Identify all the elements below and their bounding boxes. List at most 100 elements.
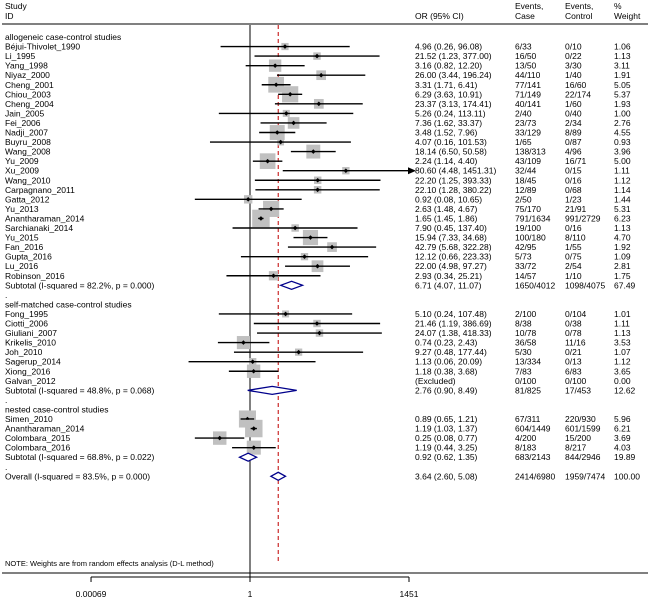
events-control-value: 0/16: [565, 223, 582, 233]
or-ci-label: (Excluded): [415, 376, 456, 386]
or-ci-label: 3.31 (1.71, 6.41): [415, 80, 478, 90]
events-control-value: 0/16: [565, 175, 582, 185]
spacer-dot: .: [5, 395, 7, 405]
events-case-value: 8/38: [515, 319, 532, 329]
study-label: Fong_1995: [5, 309, 48, 319]
point-estimate: [258, 216, 264, 221]
weight-value: 3.69: [614, 433, 631, 443]
weight-value: 1.11: [614, 166, 630, 176]
events-case-value: 43/109: [515, 156, 541, 166]
or-ci-label: 0.89 (0.65, 1.21): [415, 414, 478, 424]
or-ci-label: 1.19 (0.44, 3.25): [415, 443, 478, 453]
point-estimate: [251, 368, 256, 374]
study-label: Ciotti_2006: [5, 319, 48, 329]
or-ci-label: 7.36 (1.62, 33.37): [415, 118, 482, 128]
weight-value: 1.93: [614, 99, 631, 109]
events-case-value: 33/129: [515, 128, 541, 138]
events-control-value: 1/60: [565, 99, 582, 109]
events-control-value: 8/110: [565, 233, 586, 243]
or-ci-label: 23.37 (3.13, 174.41): [415, 99, 492, 109]
weight-value: 0.93: [614, 137, 631, 147]
events-case-value: 8/183: [515, 443, 537, 453]
events-control-value: 2/54: [565, 261, 582, 271]
study-label: Wang_2008: [5, 147, 51, 157]
header-weight-line2: Weight: [614, 11, 641, 21]
weight-value: 5.31: [614, 204, 631, 214]
point-estimate: [271, 273, 276, 279]
events-control-value: 1098/4075: [565, 280, 605, 290]
events-control-value: 0/22: [565, 51, 582, 61]
events-case-value: 23/73: [515, 118, 537, 128]
events-control-value: 0/68: [565, 185, 582, 195]
weight-value: 19.89: [614, 452, 636, 462]
weight-value: 1.44: [614, 194, 631, 204]
forest-rows: allogeneic case-control studiesBéjui-Thi…: [5, 32, 640, 481]
events-case-value: 13/50: [515, 61, 537, 71]
point-estimate: [245, 197, 251, 202]
point-estimate: [314, 321, 320, 326]
subtotal-label: Subtotal (I-squared = 82.2%, p = 0.000): [5, 280, 154, 290]
table-header: Study ID OR (95% CI) Events, Case Events…: [5, 1, 641, 21]
x-axis-tick-label: 1: [248, 589, 253, 599]
point-estimate: [318, 72, 324, 78]
or-ci-label: 3.48 (1.52, 7.96): [415, 128, 478, 138]
header-events-control-line1: Events,: [565, 1, 593, 11]
or-ci-label: 4.96 (0.26, 96.08): [415, 42, 482, 52]
events-control-value: 17/453: [565, 385, 591, 395]
point-estimate: [291, 120, 296, 126]
point-estimate: [315, 177, 321, 183]
weight-value: 1.12: [614, 357, 631, 367]
study-label: Giuliani_2007: [5, 328, 57, 338]
x-axis-tick-label: 1451: [400, 589, 419, 599]
group-label: allogeneic case-control studies: [5, 32, 121, 42]
events-case-value: 604/1449: [515, 424, 551, 434]
or-ci-label: 24.07 (1.38, 418.33): [415, 328, 492, 338]
subtotal-diamond: [238, 452, 259, 462]
study-label: Chiou_2003: [5, 89, 51, 99]
events-control-value: 601/1599: [565, 424, 601, 434]
x-axis-ticks: 0.00069 1 1451: [76, 577, 419, 599]
study-label: Niyaz_2000: [5, 70, 50, 80]
events-case-value: 12/89: [515, 185, 537, 195]
point-estimate: [343, 168, 349, 173]
events-case-value: 81/825: [515, 385, 541, 395]
events-case-value: 2/100: [515, 309, 537, 319]
spacer-dot: .: [5, 462, 7, 472]
subtotal-label: Subtotal (I-squared = 48.8%, p = 0.068): [5, 385, 154, 395]
or-ci-label: 12.12 (0.66, 223.33): [415, 252, 492, 262]
study-label: Anantharaman_2014: [5, 424, 85, 434]
events-control-value: 0/21: [565, 347, 582, 357]
events-case-value: 44/110: [515, 70, 541, 80]
events-control-value: 3/30: [565, 61, 582, 71]
or-ci-label: 0.25 (0.08, 0.77): [415, 433, 478, 443]
point-estimate: [315, 187, 320, 193]
weight-value: 1.00: [614, 108, 631, 118]
x-axis-tick-label: 0.00069: [76, 589, 107, 599]
study-label: Carpagnano_2011: [5, 185, 75, 195]
subtotal-label: Subtotal (I-squared = 68.8%, p = 0.022): [5, 452, 154, 462]
events-case-value: 32/44: [515, 166, 537, 176]
weight-value: 1.09: [614, 252, 631, 262]
events-control-value: 15/200: [565, 433, 591, 443]
weight-value: 1.06: [614, 42, 631, 52]
point-estimate: [329, 244, 335, 250]
events-control-value: 16/60: [565, 80, 587, 90]
point-estimate: [283, 111, 289, 116]
or-ci-label: 1.19 (1.03, 1.37): [415, 424, 478, 434]
point-estimate: [283, 311, 288, 317]
events-case-value: 5/30: [515, 347, 532, 357]
study-label: Galvan_2012: [5, 376, 56, 386]
events-control-value: 0/38: [565, 319, 582, 329]
events-case-value: 1/65: [515, 137, 532, 147]
weight-value: 1.91: [614, 70, 631, 80]
weight-value: 5.37: [614, 89, 631, 99]
or-ci-label: 7.90 (0.45, 137.40): [415, 223, 487, 233]
or-ci-label: 3.64 (2.60, 5.08): [415, 471, 478, 481]
events-case-value: 138/313: [515, 147, 546, 157]
overall-label: Overall (I-squared = 83.5%, p = 0.000): [5, 471, 150, 481]
weight-value: 3.96: [614, 147, 631, 157]
point-estimate: [317, 330, 322, 336]
point-estimate: [265, 158, 270, 164]
point-estimate: [282, 44, 288, 49]
events-control-value: 0/40: [565, 108, 582, 118]
